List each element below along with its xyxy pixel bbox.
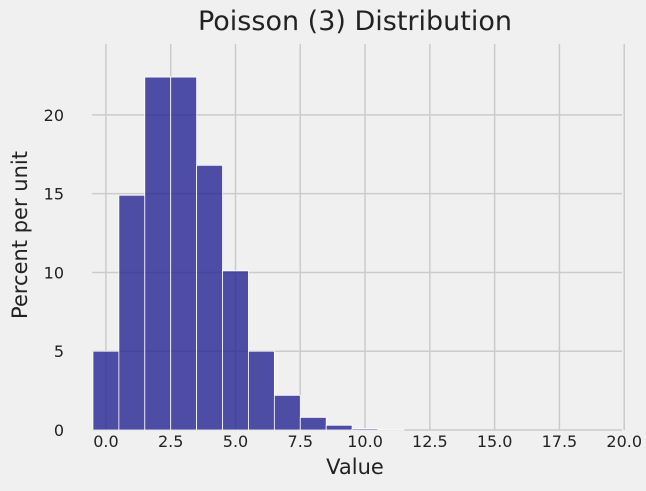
y-tick-label: 15 xyxy=(44,185,64,204)
y-tick-label: 20 xyxy=(44,106,64,125)
histogram-bar xyxy=(222,270,249,431)
y-tick-label: 10 xyxy=(44,263,64,282)
x-tick-label: 0.0 xyxy=(93,432,118,451)
x-tick-label: 15.0 xyxy=(477,432,513,451)
histogram-bar xyxy=(92,350,120,431)
x-axis-label: Value xyxy=(326,455,384,479)
chart-title: Poisson (3) Distribution xyxy=(197,6,513,37)
histogram-bar xyxy=(196,164,223,431)
x-tick-label: 12.5 xyxy=(412,432,448,451)
histogram-bar xyxy=(248,350,275,431)
y-tick-label: 0 xyxy=(54,421,64,440)
x-tick-label: 10.0 xyxy=(347,432,383,451)
histogram-bar xyxy=(118,194,146,431)
x-tick-label: 2.5 xyxy=(158,432,183,451)
histogram-bar xyxy=(351,428,379,431)
x-tick-label: 20.0 xyxy=(606,432,642,451)
x-tick-label: 7.5 xyxy=(288,432,313,451)
y-axis-label: Percent per unit xyxy=(8,151,32,319)
y-tick-label: 5 xyxy=(54,342,64,361)
histogram-bar xyxy=(299,416,327,431)
histogram-bar xyxy=(325,424,353,431)
histogram-bar xyxy=(170,76,198,431)
histogram-bar xyxy=(273,394,301,431)
histogram-bar xyxy=(144,76,172,431)
x-tick-label: 17.5 xyxy=(542,432,578,451)
x-tick-label: 5.0 xyxy=(223,432,248,451)
